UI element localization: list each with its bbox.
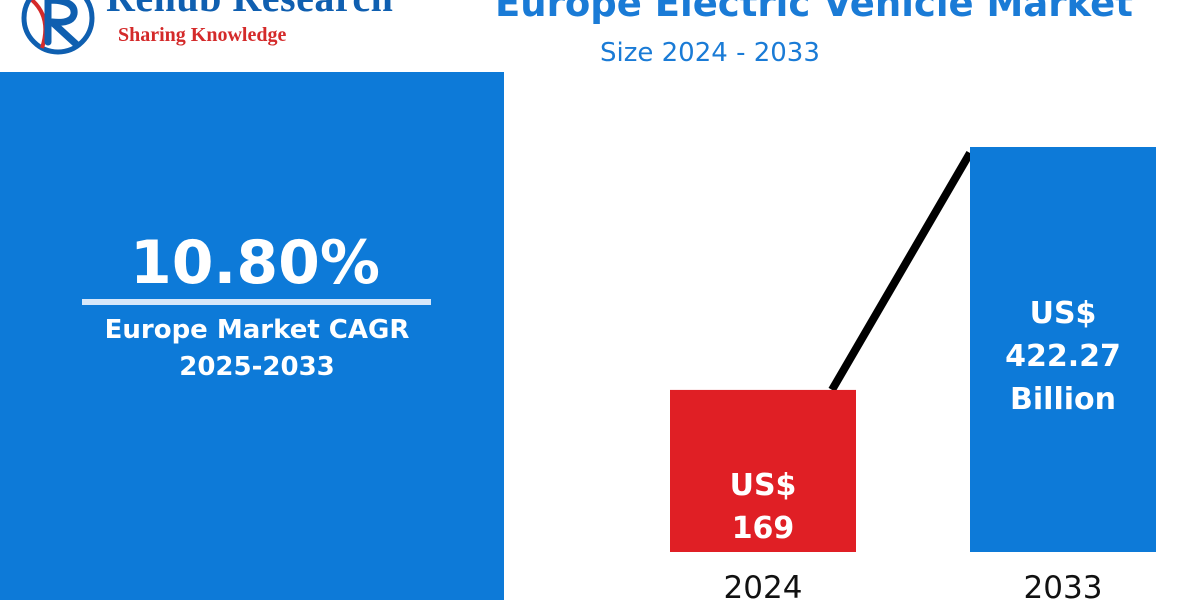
cagr-label-line1: Europe Market CAGR <box>104 315 410 345</box>
bar-2024 <box>670 389 856 552</box>
renub-logo-icon <box>21 0 95 55</box>
bar-label-2024-3: Billion <box>710 554 816 589</box>
x-tick-2024: 2024 <box>724 570 803 600</box>
bar-2033 <box>970 147 1156 552</box>
x-tick-2033: 2033 <box>1024 570 1103 600</box>
cagr-divider <box>82 299 431 305</box>
bar-label-2033-1: US$ <box>1030 296 1097 331</box>
logo: Renub Research Sharing Knowledge <box>18 0 398 58</box>
bar-label-2033-3: Billion <box>1010 382 1116 417</box>
logo-name: Renub Research <box>106 0 393 21</box>
page-subtitle: Size 2024 - 2033 <box>600 38 820 68</box>
page-title: Europe Electric Vehicle Market <box>495 0 1133 25</box>
bar-label-2024-2: 169 <box>732 511 795 546</box>
cagr-label: Europe Market CAGR 2025-2033 <box>40 312 474 386</box>
logo-tagline: Sharing Knowledge <box>118 24 287 46</box>
trend-line <box>828 150 974 392</box>
cagr-value: 10.80% <box>130 228 380 298</box>
cagr-panel: 10.80% Europe Market CAGR 2025-2033 <box>0 72 504 600</box>
bar-label-2033-2: 422.27 <box>1005 339 1121 374</box>
bar-label-2024-1: US$ <box>730 468 797 503</box>
cagr-label-line2: 2025-2033 <box>179 352 335 382</box>
